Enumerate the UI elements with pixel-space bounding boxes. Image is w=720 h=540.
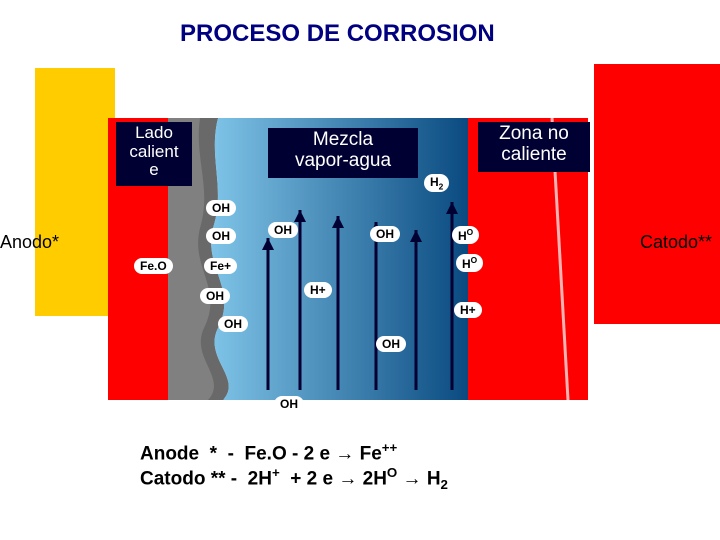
- hot-side-box: Ladocaliente: [116, 122, 192, 186]
- species-label: OH: [268, 222, 298, 238]
- reaction-equations: Anode * - Fe.O - 2 e → Fe++ Catodo ** - …: [140, 440, 448, 492]
- species-label: HO: [452, 226, 479, 244]
- species-label: Fe.O: [134, 258, 173, 274]
- equation-anode: Anode * - Fe.O - 2 e → Fe++: [140, 440, 448, 465]
- species-label: Fe+: [204, 258, 237, 274]
- species-label: OH: [274, 396, 304, 412]
- equation-cathode: Catodo ** - 2H+ + 2 e → 2HO → H2: [140, 465, 448, 492]
- species-label: OH: [206, 200, 236, 216]
- bg-left-rect: [35, 68, 115, 316]
- page-title: PROCESO DE CORROSION: [180, 20, 495, 48]
- anode-label: Anodo*: [0, 232, 59, 253]
- species-label: OH: [200, 288, 230, 304]
- species-label: OH: [370, 226, 400, 242]
- cathode-label: Catodo**: [640, 232, 712, 253]
- species-label: OH: [376, 336, 406, 352]
- species-label: H+: [304, 282, 332, 298]
- species-label: HO: [456, 254, 483, 272]
- species-label: H2: [424, 174, 449, 192]
- cold-side-box: Zona nocaliente: [478, 122, 590, 172]
- bg-right-rect: [594, 64, 720, 324]
- species-label: OH: [206, 228, 236, 244]
- species-label: H+: [454, 302, 482, 318]
- mixture-box: Mezclavapor-agua: [268, 128, 418, 178]
- species-label: OH: [218, 316, 248, 332]
